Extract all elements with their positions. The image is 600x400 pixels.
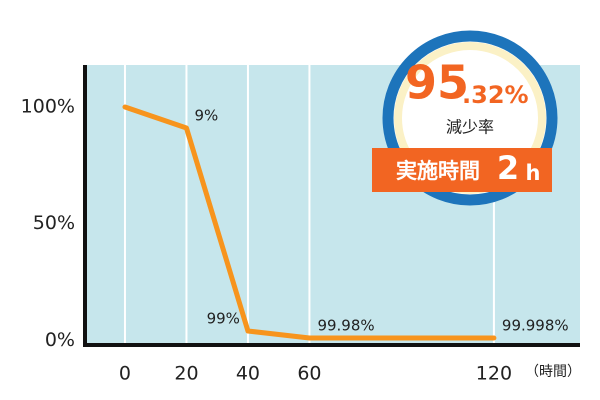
y-tick-label: 0%: [45, 329, 75, 351]
rate-dec: .32%: [462, 81, 529, 109]
x-unit: （時間）: [525, 364, 581, 380]
time-value: 2: [497, 149, 519, 187]
x-tick-label: 60: [297, 363, 321, 385]
rate-caption: 減少率: [446, 118, 494, 137]
x-tick-label: 0: [119, 363, 131, 385]
x-tick-label: 20: [174, 363, 198, 385]
badge: 95 .32% 減少率 実施時間 2 h: [372, 30, 558, 206]
x-tick-label: 40: [236, 363, 260, 385]
time-box: [372, 148, 552, 192]
y-tick-label: 50%: [33, 212, 75, 234]
time-label: 実施時間: [396, 159, 480, 183]
data-line: [122, 104, 497, 341]
reduction-label: 9%: [194, 107, 218, 125]
rate-int: 95: [405, 56, 469, 110]
time-unit: h: [526, 161, 541, 185]
y-tick-label: 100%: [21, 96, 75, 118]
reduction-label: 99.998%: [502, 317, 569, 335]
x-tick-label: 120: [476, 363, 512, 385]
reduction-label: 99.98%: [317, 317, 374, 335]
reduction-label: 99%: [207, 310, 240, 328]
